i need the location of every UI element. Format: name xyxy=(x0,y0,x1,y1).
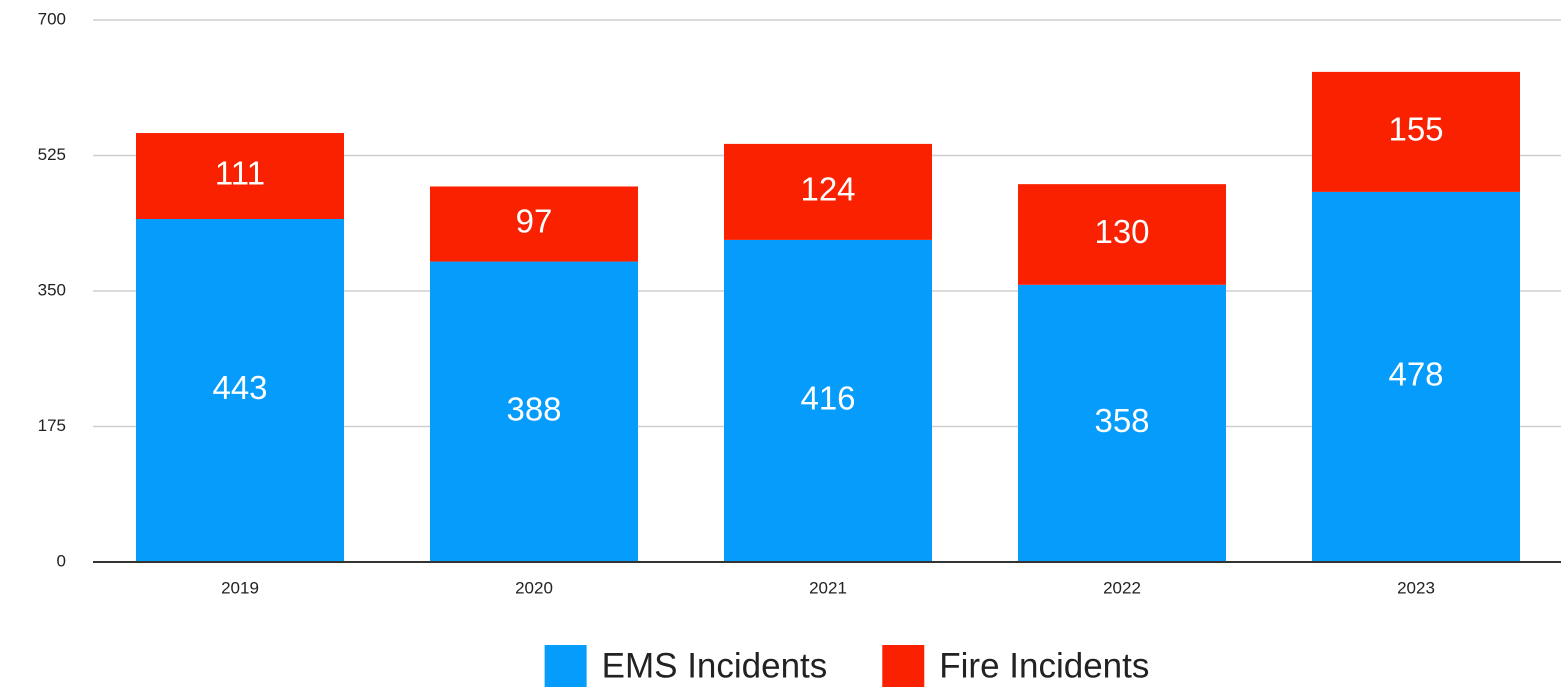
bar-segment xyxy=(136,218,344,562)
bar-segment xyxy=(430,186,638,262)
data-label: 124 xyxy=(800,171,855,208)
x-tick-label: 2021 xyxy=(809,578,847,597)
bar-segment xyxy=(1312,71,1520,192)
bar-segment xyxy=(430,261,638,562)
bar-segment xyxy=(1018,284,1226,562)
legend-swatch xyxy=(882,645,925,687)
y-tick-label: 700 xyxy=(38,9,66,28)
bar-segment xyxy=(724,143,932,240)
bar-segment xyxy=(1018,184,1226,285)
data-label: 130 xyxy=(1094,213,1149,250)
y-tick-label: 0 xyxy=(57,551,66,570)
x-tick-label: 2022 xyxy=(1103,578,1141,597)
data-label: 478 xyxy=(1388,356,1443,393)
y-tick-label: 175 xyxy=(38,416,66,435)
x-tick-label: 2023 xyxy=(1397,578,1435,597)
x-tick-label: 2020 xyxy=(515,578,553,597)
legend-label: EMS Incidents xyxy=(602,646,828,685)
data-label: 416 xyxy=(800,380,855,417)
data-label: 358 xyxy=(1094,402,1149,439)
x-tick-label: 2019 xyxy=(221,578,259,597)
bar-segment xyxy=(136,133,344,219)
data-label: 111 xyxy=(215,155,265,192)
bar-segment xyxy=(1312,191,1520,563)
data-label: 443 xyxy=(212,369,267,406)
legend-swatch xyxy=(544,645,587,687)
legend-label: Fire Incidents xyxy=(939,646,1149,685)
data-label: 155 xyxy=(1388,111,1443,148)
data-label: 388 xyxy=(506,391,561,428)
y-tick-label: 350 xyxy=(38,280,66,299)
y-tick-label: 525 xyxy=(38,145,66,164)
data-label: 97 xyxy=(516,203,553,240)
bar-segment xyxy=(724,239,932,562)
